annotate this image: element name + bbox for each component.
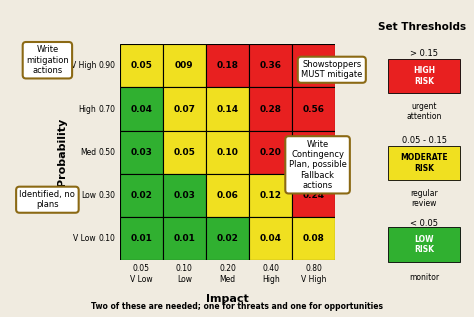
- FancyBboxPatch shape: [292, 131, 335, 174]
- Text: High: High: [262, 275, 280, 284]
- FancyBboxPatch shape: [249, 87, 292, 131]
- Text: 0.40: 0.40: [303, 148, 325, 157]
- Text: 0.08: 0.08: [303, 234, 325, 243]
- Text: 0.01: 0.01: [130, 234, 152, 243]
- Text: 0.50: 0.50: [99, 148, 116, 157]
- FancyBboxPatch shape: [249, 217, 292, 260]
- FancyBboxPatch shape: [249, 44, 292, 87]
- Text: 0.24: 0.24: [303, 191, 325, 200]
- Text: 0.14: 0.14: [217, 105, 238, 113]
- Text: V High: V High: [71, 61, 96, 70]
- Text: 0.03: 0.03: [130, 148, 152, 157]
- FancyBboxPatch shape: [292, 87, 335, 131]
- Text: Low: Low: [81, 191, 96, 200]
- Text: 0.05 - 0.15: 0.05 - 0.15: [402, 136, 447, 145]
- FancyBboxPatch shape: [120, 174, 163, 217]
- FancyBboxPatch shape: [206, 131, 249, 174]
- Text: Impact: Impact: [206, 294, 249, 304]
- Text: monitor: monitor: [409, 273, 439, 282]
- Text: HIGH
RISK: HIGH RISK: [413, 67, 435, 86]
- FancyBboxPatch shape: [249, 174, 292, 217]
- Text: P x I Scores: P x I Scores: [0, 316, 1, 317]
- Text: 0.04: 0.04: [260, 234, 282, 243]
- Text: Risk Tolerance: Risk Tolerance: [0, 316, 1, 317]
- Text: 009: 009: [175, 61, 194, 70]
- Text: 0.07: 0.07: [173, 105, 195, 113]
- FancyBboxPatch shape: [120, 87, 163, 131]
- Text: 0.01: 0.01: [173, 234, 195, 243]
- Text: 0.20: 0.20: [260, 148, 282, 157]
- Text: 0.05: 0.05: [130, 61, 152, 70]
- Text: Probability: Probability: [56, 118, 66, 186]
- FancyBboxPatch shape: [249, 131, 292, 174]
- Text: V Low: V Low: [130, 275, 153, 284]
- Text: 0.04: 0.04: [130, 105, 152, 113]
- FancyBboxPatch shape: [388, 227, 460, 262]
- Text: > 0.15: > 0.15: [410, 49, 438, 58]
- FancyBboxPatch shape: [388, 146, 460, 180]
- Text: 0.02: 0.02: [217, 234, 238, 243]
- Text: 0.28: 0.28: [260, 105, 282, 113]
- Text: Set Thresholds: Set Thresholds: [378, 22, 466, 32]
- FancyBboxPatch shape: [388, 59, 460, 93]
- Text: 0.02: 0.02: [130, 191, 152, 200]
- Text: 0.12: 0.12: [260, 191, 282, 200]
- Text: High: High: [78, 105, 96, 113]
- Text: 0.20: 0.20: [219, 264, 236, 273]
- FancyBboxPatch shape: [292, 217, 335, 260]
- Text: 0.10: 0.10: [176, 264, 193, 273]
- FancyBboxPatch shape: [163, 87, 206, 131]
- FancyBboxPatch shape: [163, 174, 206, 217]
- FancyBboxPatch shape: [292, 44, 335, 87]
- Text: Identified, no
plans: Identified, no plans: [19, 190, 75, 210]
- Text: V Low: V Low: [73, 234, 96, 243]
- FancyBboxPatch shape: [206, 217, 249, 260]
- Text: Showstoppers
MUST mitigate: Showstoppers MUST mitigate: [301, 60, 363, 80]
- Text: 0.70: 0.70: [99, 105, 116, 113]
- FancyBboxPatch shape: [163, 131, 206, 174]
- Text: 0.90: 0.90: [99, 61, 116, 70]
- Text: Med: Med: [219, 275, 236, 284]
- FancyBboxPatch shape: [120, 131, 163, 174]
- FancyBboxPatch shape: [206, 174, 249, 217]
- Text: < 0.05: < 0.05: [410, 219, 438, 228]
- Text: 0.80: 0.80: [305, 264, 322, 273]
- Text: 0.03: 0.03: [173, 191, 195, 200]
- Text: 0.30: 0.30: [99, 191, 116, 200]
- FancyBboxPatch shape: [120, 217, 163, 260]
- Text: 0.40: 0.40: [262, 264, 279, 273]
- FancyBboxPatch shape: [163, 44, 206, 87]
- Text: 0.10: 0.10: [99, 234, 116, 243]
- FancyBboxPatch shape: [163, 217, 206, 260]
- Text: urgent
attention: urgent attention: [407, 102, 442, 121]
- Text: regular
review: regular review: [410, 189, 438, 208]
- Text: MODERATE
RISK: MODERATE RISK: [401, 153, 448, 173]
- Text: V High: V High: [301, 275, 327, 284]
- FancyBboxPatch shape: [206, 87, 249, 131]
- Text: Low: Low: [177, 275, 192, 284]
- Text: 0.56: 0.56: [303, 105, 325, 113]
- Text: 0.06: 0.06: [217, 191, 238, 200]
- FancyBboxPatch shape: [120, 44, 163, 87]
- Text: Write
mitigation
actions: Write mitigation actions: [26, 45, 69, 75]
- Text: Med: Med: [80, 148, 96, 157]
- FancyBboxPatch shape: [206, 44, 249, 87]
- FancyBboxPatch shape: [292, 174, 335, 217]
- Text: LOW
RISK: LOW RISK: [414, 235, 434, 254]
- Text: 0.10: 0.10: [217, 148, 238, 157]
- Text: 0.18: 0.18: [217, 61, 238, 70]
- Text: Write
Contingency
Plan, possible
Fallback
actions: Write Contingency Plan, possible Fallbac…: [289, 139, 346, 190]
- Text: 0.72: 0.72: [303, 61, 325, 70]
- Text: 0.05: 0.05: [173, 148, 195, 157]
- Text: Two of these are needed; one for threats and one for opportunities: Two of these are needed; one for threats…: [91, 302, 383, 311]
- Text: 0.36: 0.36: [260, 61, 282, 70]
- Text: 0.05: 0.05: [133, 264, 150, 273]
